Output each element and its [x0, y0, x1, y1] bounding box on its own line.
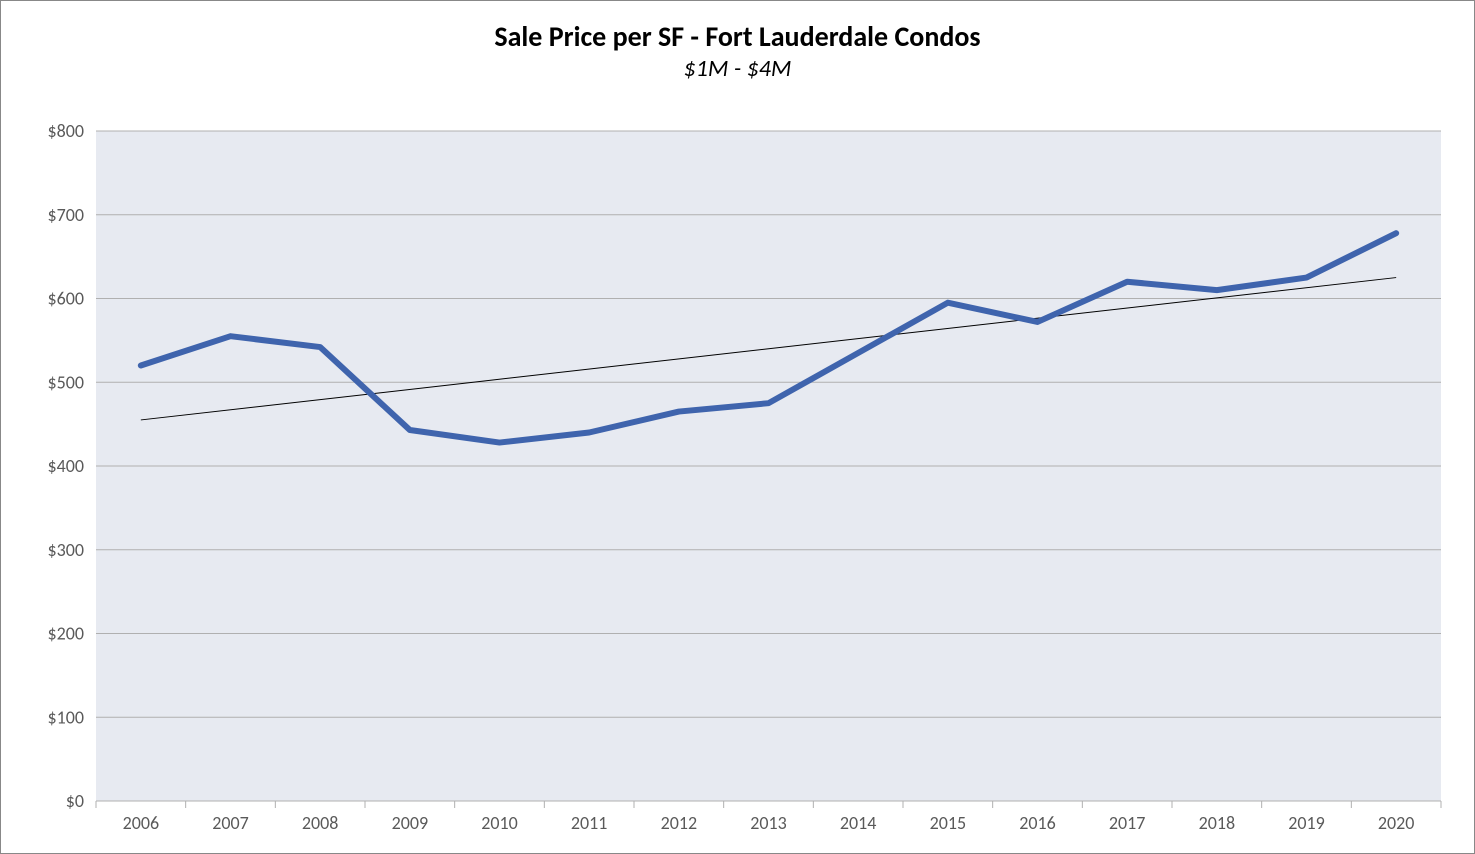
chart-subtitle: $1M - $4M — [1, 54, 1474, 84]
x-tick-label: 2017 — [1109, 812, 1146, 834]
x-tick-label: 2020 — [1378, 812, 1415, 834]
x-tick-label: 2008 — [302, 812, 339, 834]
y-tick-label: $600 — [48, 288, 85, 310]
chart-title-block: Sale Price per SF - Fort Lauderdale Cond… — [1, 1, 1474, 84]
chart-frame: Sale Price per SF - Fort Lauderdale Cond… — [0, 0, 1475, 854]
x-tick-label: 2012 — [661, 812, 698, 834]
y-tick-label: $0 — [66, 790, 84, 812]
y-tick-label: $500 — [48, 371, 85, 393]
x-tick-label: 2009 — [392, 812, 429, 834]
y-tick-label: $700 — [48, 204, 85, 226]
x-tick-label: 2013 — [750, 812, 787, 834]
chart-title: Sale Price per SF - Fort Lauderdale Cond… — [1, 19, 1474, 54]
y-tick-label: $300 — [48, 539, 85, 561]
y-tick-label: $200 — [48, 623, 85, 645]
plot-area: $0 $100 $200 $300 $400 $500 $600 $700 $800 2006 20… — [1, 111, 1474, 843]
x-tick-label: 2010 — [481, 812, 518, 834]
chart-svg: $0 $100 $200 $300 $400 $500 $600 $700 $800 2006 20… — [1, 111, 1475, 845]
x-tick-label: 2016 — [1019, 812, 1056, 834]
y-tick-label: $800 — [48, 120, 85, 142]
x-tick-label: 2018 — [1199, 812, 1236, 834]
x-tick-label: 2019 — [1288, 812, 1325, 834]
x-tick-label: 2006 — [123, 812, 160, 834]
y-tick-label: $400 — [48, 455, 85, 477]
x-tick-label: 2015 — [930, 812, 967, 834]
x-tick-label: 2014 — [840, 812, 877, 834]
y-tick-label: $100 — [48, 706, 85, 728]
x-tick-label: 2011 — [571, 812, 608, 834]
x-tick-label: 2007 — [212, 812, 249, 834]
